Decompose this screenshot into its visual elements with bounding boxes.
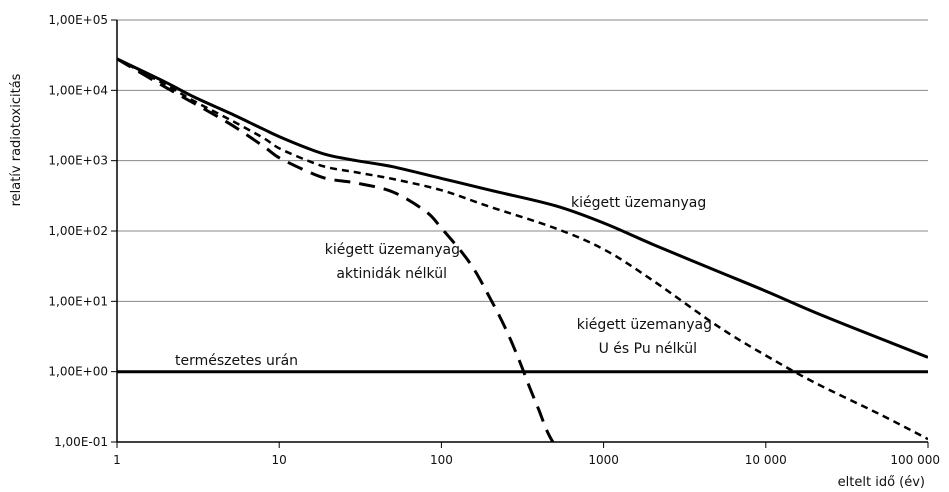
y-axis-title: relatív radiotoxicitás [9, 73, 24, 206]
annotation-no-u-pu-line2: U és Pu nélkül [599, 341, 697, 357]
x-tick-label-1: 10 [272, 453, 287, 467]
annotation-spent-fuel: kiégett üzemanyag [571, 195, 706, 211]
x-tick-label-5: 100 000 [890, 453, 940, 467]
x-tick-label-2: 100 [430, 453, 453, 467]
y-tick-label-6: 1,00E+05 [48, 13, 108, 27]
y-tick-label-2: 1,00E+01 [48, 294, 108, 308]
series-layer [117, 57, 928, 442]
x-tick-label-4: 10 000 [745, 453, 787, 467]
y-tick-label-1: 1,00E+00 [48, 365, 108, 379]
x-axis-title: eltelt idő (év) [838, 475, 925, 490]
annotation-no-actinides-line2: aktinidák nélkül [336, 266, 447, 282]
y-tick-label-5: 1,00E+04 [48, 83, 108, 97]
x-tick-label-3: 1000 [588, 453, 619, 467]
grid-lines [117, 19, 928, 443]
series-line-0 [117, 57, 928, 359]
annotation-no-u-pu-line1: kiégett üzemanyag [577, 317, 712, 333]
series-line-1 [117, 57, 928, 441]
y-tick-labels: 1,00E-01 1,00E+00 1,00E+01 1,00E+02 1,00E+03… [48, 13, 108, 449]
annotation-natural-uranium: természetes urán [175, 353, 298, 369]
y-tick-label-0: 1,00E-01 [54, 435, 108, 449]
x-tick-label-0: 1 [113, 453, 121, 467]
annotation-no-actinides-line1: kiégett üzemanyag [325, 242, 460, 258]
y-tick-label-4: 1,00E+03 [48, 154, 108, 168]
x-tick-labels: 1 10 100 1000 10 000 100 000 [113, 453, 940, 467]
y-tick-label-3: 1,00E+02 [48, 224, 108, 238]
series-line-2 [117, 57, 555, 442]
axes [111, 19, 929, 448]
